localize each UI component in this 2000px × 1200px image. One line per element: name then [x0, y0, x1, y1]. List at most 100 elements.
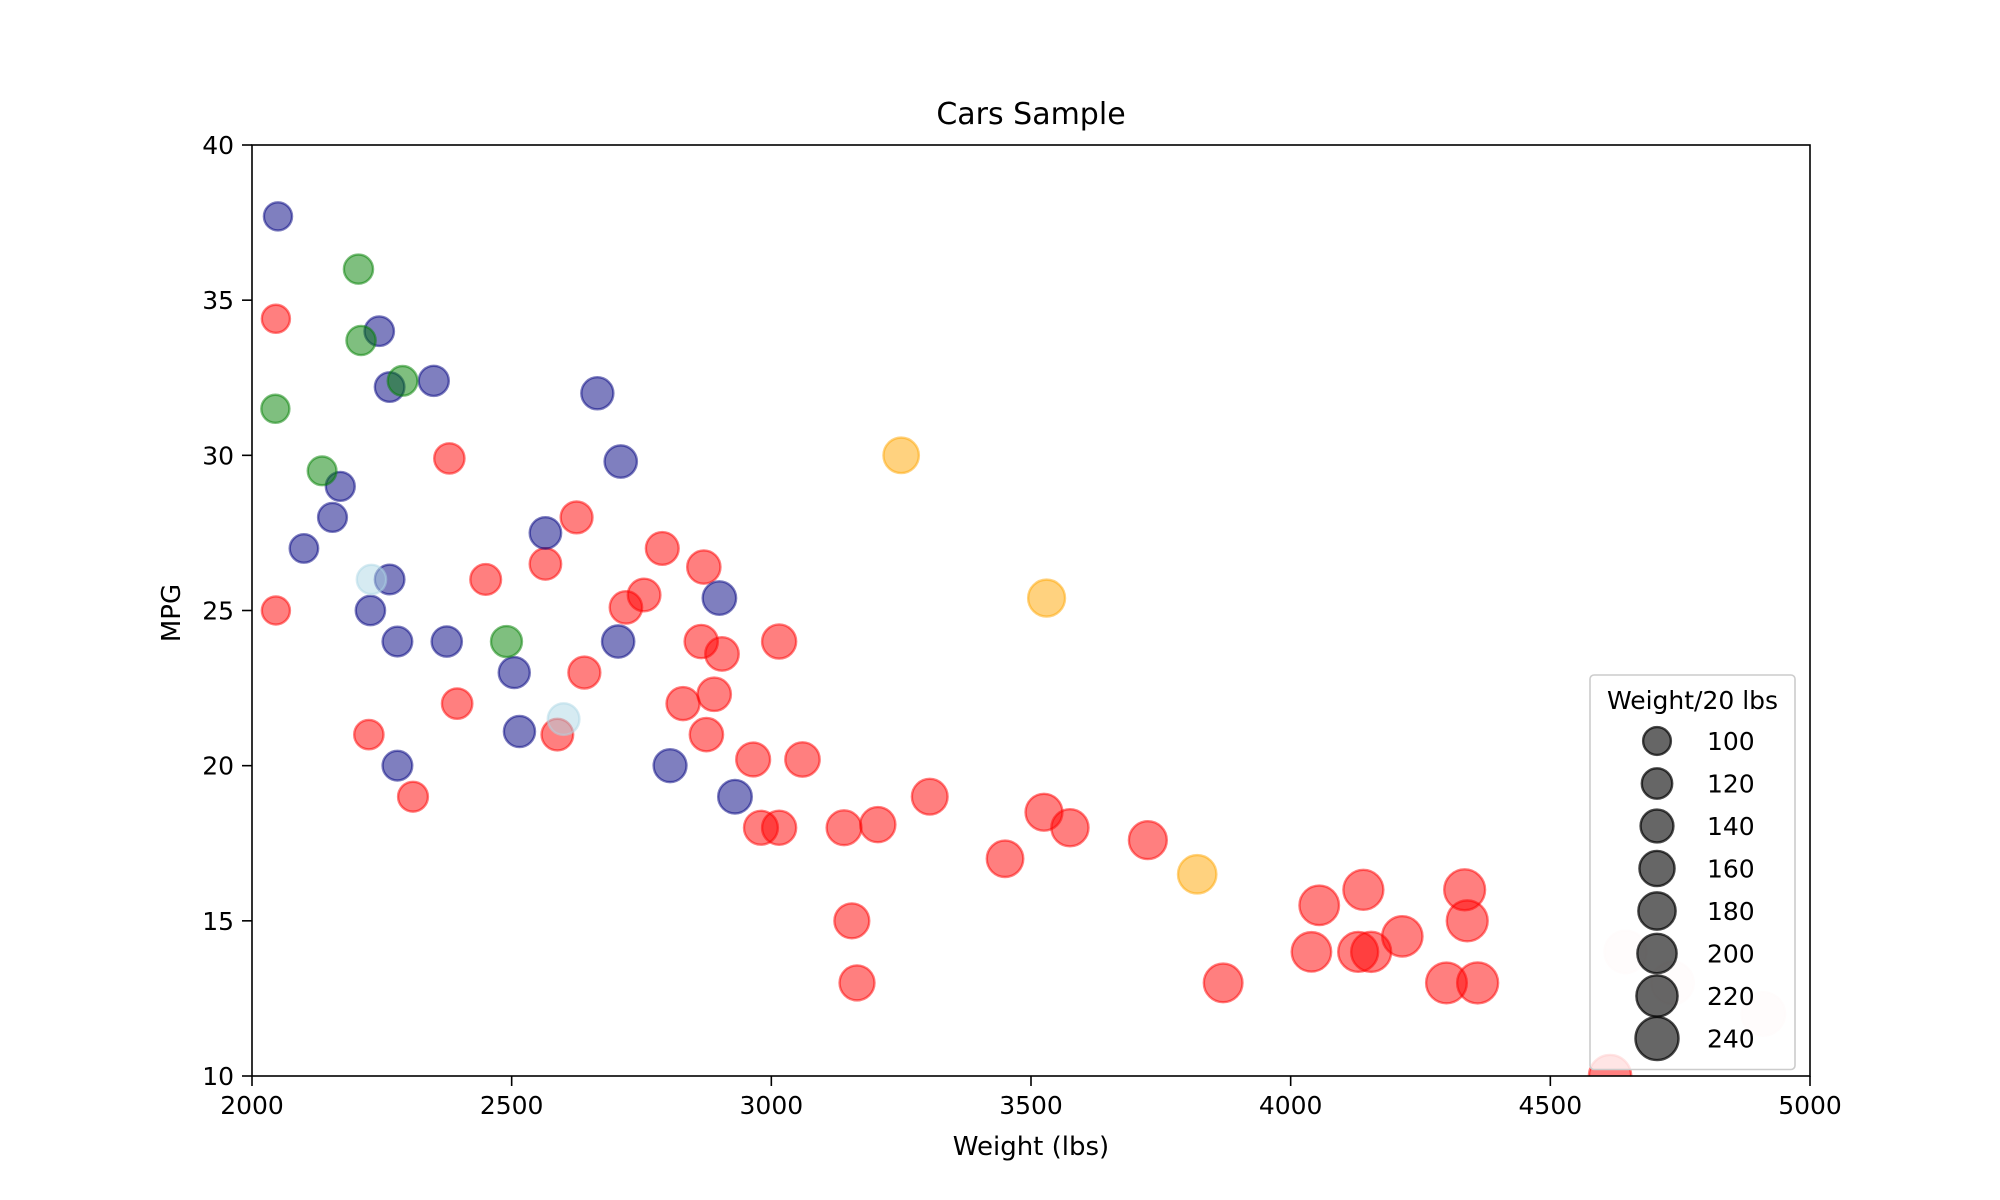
y-tick-label: 20	[202, 752, 234, 781]
data-point	[1445, 899, 1489, 943]
y-tick-label: 15	[202, 907, 234, 936]
legend-label: 180	[1707, 897, 1755, 926]
x-tick-label: 5000	[1778, 1091, 1842, 1120]
data-point	[1380, 914, 1424, 958]
data-point	[859, 805, 897, 844]
legend-marker	[1641, 725, 1673, 757]
data-point	[567, 655, 602, 690]
data-point	[784, 741, 821, 778]
legend-title: Weight/20 lbs	[1607, 686, 1778, 715]
x-tick-label: 2000	[220, 1091, 284, 1120]
data-point	[1290, 930, 1333, 973]
legend-label: 240	[1707, 1025, 1755, 1054]
data-point	[381, 749, 414, 782]
legend-label: 200	[1707, 940, 1755, 969]
data-point	[260, 303, 292, 335]
data-point	[652, 748, 688, 784]
data-point	[386, 364, 419, 397]
x-tick-label: 3500	[999, 1091, 1063, 1120]
data-point	[396, 780, 430, 813]
data-point	[716, 778, 753, 815]
x-tick-label: 2500	[480, 1091, 544, 1120]
data-point	[316, 501, 349, 534]
data-point	[696, 676, 733, 713]
y-tick-label: 25	[202, 597, 234, 626]
data-point	[288, 533, 320, 564]
legend-marker	[1637, 891, 1677, 931]
data-point	[1455, 961, 1500, 1005]
data-point	[430, 625, 464, 658]
data-point	[838, 964, 876, 1002]
legend-marker	[1640, 767, 1674, 800]
legend-marker	[1634, 1015, 1680, 1062]
data-point	[1176, 853, 1218, 895]
y-axis-label: MPG	[157, 584, 187, 642]
legend-frame	[1589, 674, 1796, 1071]
data-point	[644, 530, 680, 567]
y-tick-label: 40	[202, 131, 234, 160]
data-point	[559, 500, 594, 535]
data-point	[440, 687, 474, 720]
legend-label: 140	[1707, 812, 1755, 841]
data-point	[502, 714, 537, 749]
legend-label: 160	[1707, 855, 1755, 884]
data-point	[882, 436, 921, 475]
data-point	[735, 741, 772, 778]
data-point	[1342, 868, 1385, 911]
data-point	[262, 201, 294, 232]
legend-marker	[1638, 849, 1676, 888]
legend-label: 100	[1707, 727, 1755, 756]
data-point	[260, 393, 291, 425]
data-point	[685, 549, 722, 585]
data-point	[688, 716, 725, 753]
data-point	[528, 547, 563, 581]
y-tick-label: 30	[202, 441, 234, 470]
data-point	[760, 809, 798, 846]
data-point	[580, 376, 615, 411]
data-point	[342, 253, 375, 285]
data-point	[381, 625, 414, 658]
data-point	[760, 623, 798, 660]
x-tick-label: 3000	[740, 1091, 804, 1120]
data-point	[546, 702, 581, 737]
data-point	[354, 594, 387, 627]
plot-area-frame	[251, 144, 1811, 1077]
data-point	[469, 562, 503, 597]
x-tick-label: 4500	[1519, 1091, 1583, 1120]
data-point	[345, 324, 377, 357]
legend-marker	[1639, 808, 1675, 844]
data-point	[825, 809, 863, 847]
data-point	[701, 580, 738, 617]
size-legend: Weight/20 lbs 100 120 140 160 180 200 220 240	[1589, 674, 1796, 1071]
data-point	[1127, 819, 1169, 861]
data-point	[1298, 884, 1341, 927]
data-point	[417, 364, 451, 398]
chart-title: Cars Sample	[936, 97, 1125, 132]
data-point	[910, 777, 949, 816]
data-point	[665, 685, 701, 722]
data-point	[626, 577, 662, 613]
data-point	[306, 455, 338, 487]
legend-label: 120	[1707, 770, 1755, 799]
data-point	[497, 655, 532, 690]
y-tick-label: 10	[202, 1062, 234, 1091]
y-tick-label: 35	[202, 286, 234, 315]
x-tick-label: 4000	[1259, 1091, 1323, 1120]
legend-marker	[1636, 932, 1678, 975]
data-point	[985, 839, 1025, 879]
data-point	[603, 444, 639, 479]
data-point	[528, 515, 563, 550]
legend-marker	[1635, 974, 1679, 1018]
data-point	[1202, 962, 1244, 1004]
data-point	[1050, 807, 1090, 848]
data-point	[600, 624, 636, 659]
data-point	[1026, 578, 1067, 618]
data-point	[260, 595, 292, 626]
x-axis-label: Weight (lbs)	[953, 1132, 1109, 1162]
data-points	[260, 201, 1787, 1076]
data-point	[704, 636, 740, 672]
data-point	[353, 718, 385, 751]
data-point	[432, 442, 466, 475]
